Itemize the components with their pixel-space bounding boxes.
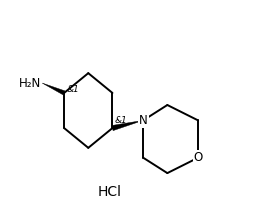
Text: H₂N: H₂N xyxy=(19,76,41,90)
Text: &1: &1 xyxy=(115,116,127,125)
Polygon shape xyxy=(112,120,143,131)
Text: HCl: HCl xyxy=(97,185,121,199)
Polygon shape xyxy=(42,83,65,95)
Text: N: N xyxy=(139,114,148,127)
Text: &1: &1 xyxy=(66,85,79,94)
Text: O: O xyxy=(193,151,203,164)
